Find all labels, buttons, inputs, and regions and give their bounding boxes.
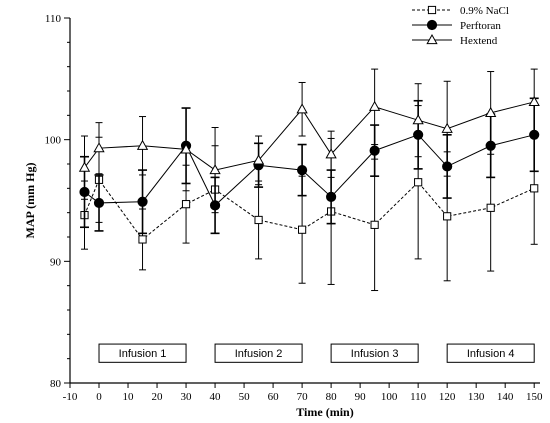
data-point	[93, 142, 105, 153]
legend-marker	[426, 33, 438, 45]
x-tick-label: 110	[410, 391, 427, 403]
y-tick-label: 100	[45, 135, 62, 147]
legend-label: Perftoran	[460, 20, 501, 32]
y-tick-label: 80	[50, 378, 62, 390]
data-point	[78, 161, 91, 172]
data-point	[414, 178, 423, 187]
infusion-label: Infusion 3	[351, 348, 399, 360]
legend-marker	[427, 5, 437, 15]
series-line	[84, 101, 535, 171]
data-point	[325, 148, 337, 159]
legend-marker	[426, 19, 438, 31]
data-point	[181, 200, 191, 209]
data-point	[254, 215, 263, 225]
legend: 0.9% NaCl Perftoran Hextend	[412, 5, 509, 47]
data-point	[136, 139, 149, 150]
infusion-annotations: Infusion 1 Infusion 2 Infusion 3 Infusion 4	[98, 343, 535, 363]
data-point	[296, 164, 308, 176]
data-point	[530, 184, 539, 193]
legend-label: 0.9% NaCl	[460, 5, 509, 17]
data-point	[369, 145, 380, 156]
infusion-box	[330, 343, 419, 363]
infusion-box	[446, 343, 535, 363]
series-line	[84, 178, 535, 241]
x-tick-label: 60	[268, 391, 280, 403]
series-hextend	[78, 68, 540, 214]
x-tick-label: 40	[210, 391, 222, 403]
x-tick-label: 140	[497, 391, 514, 403]
data-point	[296, 103, 308, 114]
x-tick-label: 150	[526, 391, 543, 403]
y-tick-label: 110	[45, 13, 62, 25]
data-point	[326, 191, 337, 202]
x-tick-label: 70	[297, 391, 309, 403]
x-tick-label: 100	[381, 391, 398, 403]
x-tick-label: 80	[326, 391, 338, 403]
x-tick-label: 50	[239, 391, 251, 403]
data-point	[370, 220, 379, 229]
axes: -10 0 10 20 30 40 50 60 70 80 90 100 110 120 130 140 150…	[23, 13, 543, 419]
x-tick-label: 30	[181, 391, 193, 403]
data-point	[441, 122, 453, 133]
infusion-box	[98, 343, 187, 363]
x-tick-label: 10	[123, 391, 135, 403]
series-0-9-nacl	[80, 105, 539, 292]
series-layer	[78, 68, 540, 292]
data-point	[443, 212, 452, 221]
data-point	[485, 106, 497, 117]
series-line	[84, 134, 535, 207]
x-tick-label: 90	[355, 391, 367, 403]
x-tick-label: 20	[152, 391, 164, 403]
data-point	[209, 164, 221, 175]
data-point	[528, 95, 540, 107]
data-point	[93, 197, 105, 209]
infusion-label: Infusion 1	[119, 348, 167, 360]
series-perftoran	[79, 97, 540, 235]
infusion-label: Infusion 2	[235, 348, 283, 360]
x-tick-label: -10	[63, 391, 78, 403]
data-point	[297, 225, 307, 234]
infusion-box	[214, 343, 303, 363]
data-point	[138, 235, 147, 244]
data-point	[252, 154, 265, 165]
data-point	[486, 203, 495, 212]
data-point	[412, 114, 424, 125]
x-tick-label: 120	[439, 391, 456, 403]
infusion-label: Infusion 4	[467, 348, 515, 360]
y-tick-label: 90	[50, 256, 62, 268]
x-axis-label: Time (min)	[296, 405, 353, 419]
data-point	[137, 196, 148, 207]
y-axis-label: MAP (mm Hg)	[23, 163, 37, 239]
x-tick-label: 130	[468, 391, 485, 403]
x-tick-label: 0	[96, 391, 102, 403]
legend-label: Hextend	[460, 35, 498, 47]
data-point	[368, 100, 381, 111]
data-point	[180, 143, 192, 154]
